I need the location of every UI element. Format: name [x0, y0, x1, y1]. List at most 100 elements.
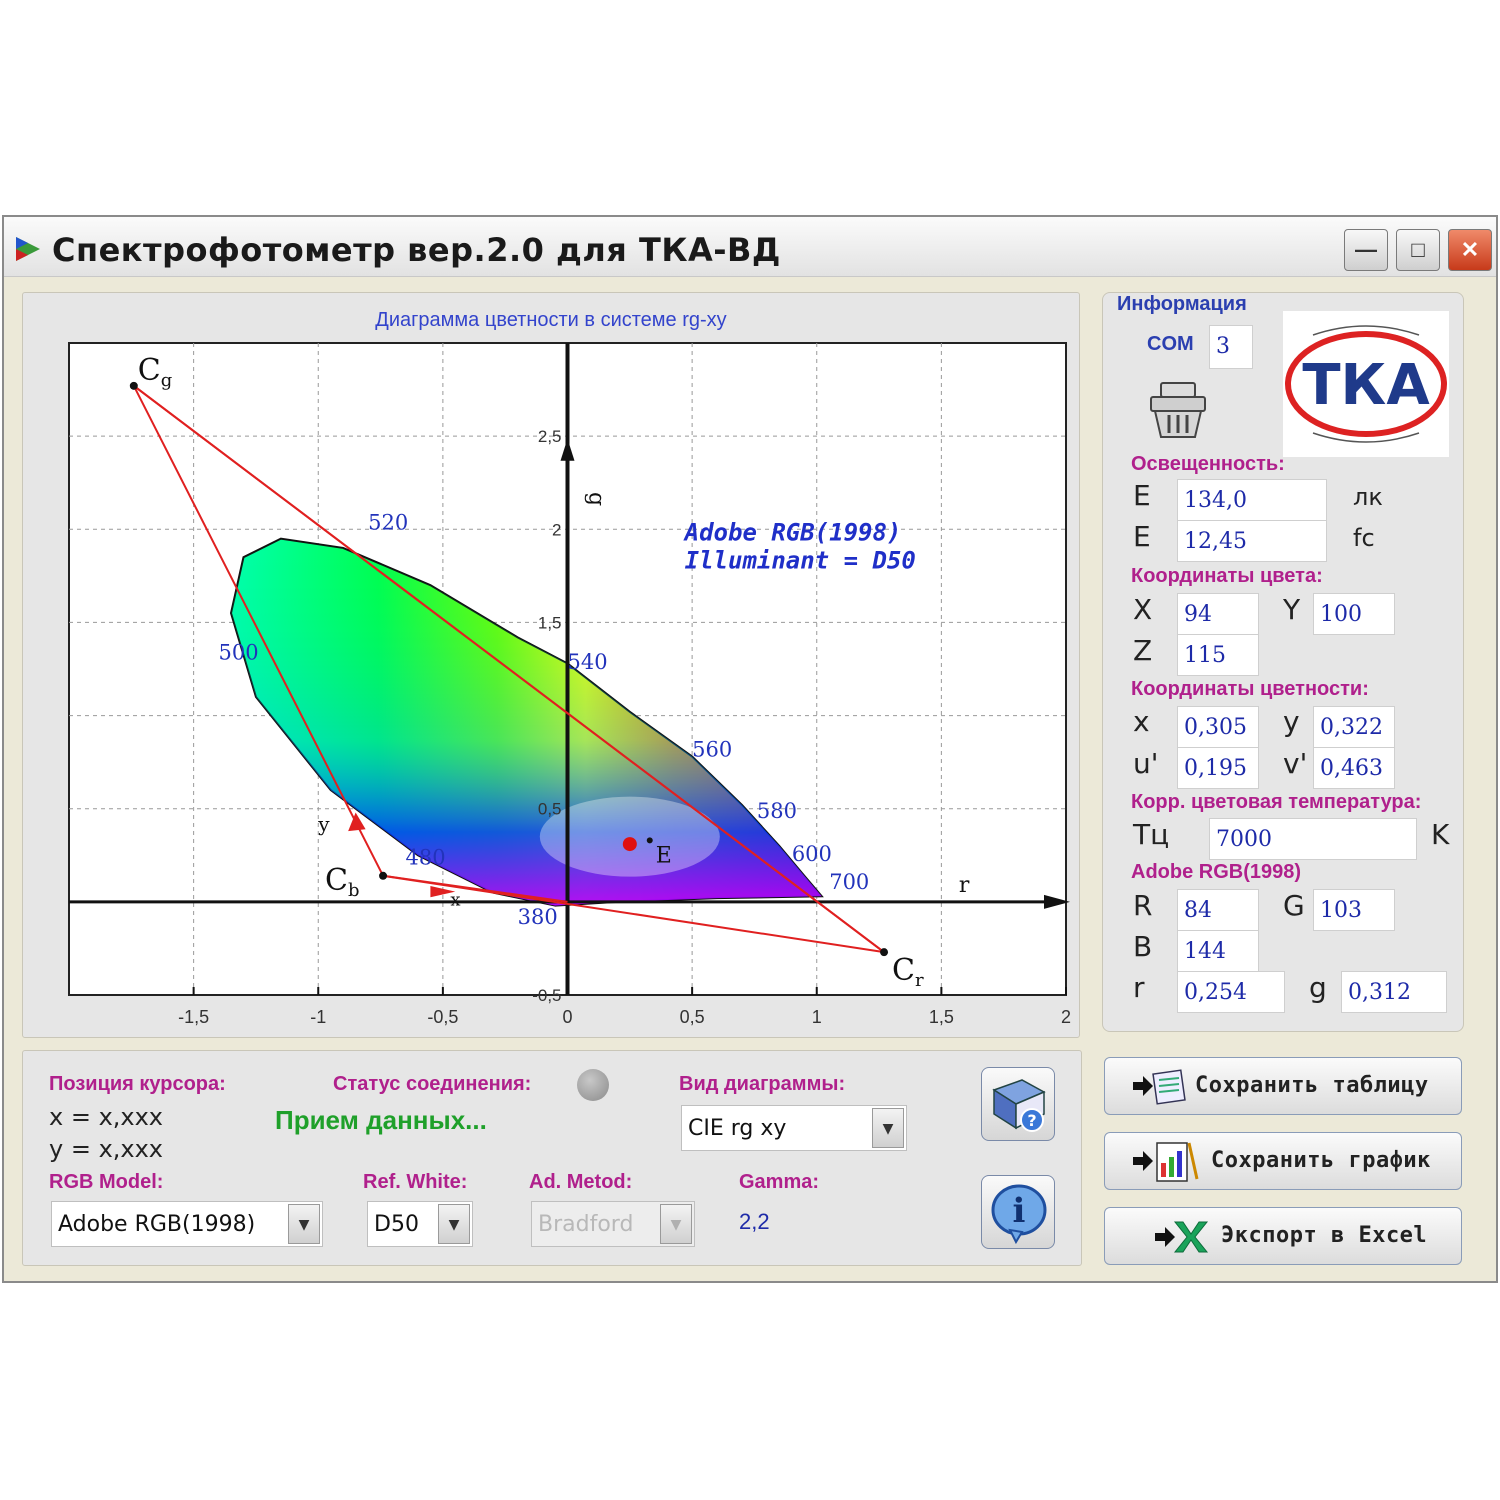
- help-book-button[interactable]: ?: [981, 1067, 1055, 1141]
- tc-label: Тц: [1133, 818, 1170, 851]
- primary-point: [379, 871, 388, 880]
- primary-label-Cr: Cr: [892, 953, 924, 991]
- excel-icon: [1155, 1221, 1209, 1253]
- cursor-y-readout: y = x,xxx: [49, 1135, 164, 1163]
- white-point-region: [539, 796, 720, 877]
- y-tick-label: 2: [552, 520, 561, 539]
- y-tick-label: 2,5: [538, 427, 562, 446]
- save-table-button[interactable]: Сохранить таблицу: [1104, 1057, 1462, 1115]
- chevron-down-icon[interactable]: ▼: [872, 1108, 904, 1148]
- svg-text:i: i: [1013, 1191, 1026, 1231]
- illuminance-lux-field[interactable]: 134,0: [1177, 479, 1327, 521]
- rgb-space-label: Adobe RGB(1998): [1131, 861, 1302, 883]
- x-field[interactable]: 0,305: [1177, 706, 1259, 748]
- cct-label: Корр. цветовая температура:: [1131, 791, 1422, 813]
- x-tick-label: 0,5: [680, 1007, 705, 1027]
- chevron-down-icon[interactable]: ▼: [660, 1204, 692, 1244]
- cursor-x-readout: x = x,xxx: [49, 1103, 164, 1131]
- x-tick-label: 1: [812, 1007, 822, 1027]
- wavelength-label: 580: [757, 799, 797, 823]
- B-field[interactable]: 144: [1177, 930, 1259, 972]
- save-table-icon: [1133, 1069, 1186, 1105]
- cct-field[interactable]: 7000: [1209, 818, 1417, 860]
- title-bar[interactable]: Спектрофотометр вер.2.0 для ТКА-ВД — □ ✕: [4, 217, 1496, 277]
- cursor-position-label: Позиция курсора:: [49, 1073, 226, 1095]
- chevron-down-icon[interactable]: ▼: [438, 1204, 470, 1244]
- wavelength-label: 600: [792, 842, 832, 866]
- r-field[interactable]: 0,254: [1177, 971, 1285, 1013]
- g-label: g: [1309, 971, 1327, 1004]
- v-field[interactable]: 0,463: [1313, 747, 1395, 789]
- com-label: COM: [1147, 333, 1194, 355]
- xy-y-label: y: [317, 812, 330, 836]
- X-label: X: [1133, 593, 1153, 626]
- illuminance-fc-field[interactable]: 12,45: [1177, 520, 1327, 562]
- u-label: u': [1133, 747, 1159, 780]
- info-heading: Информация: [1115, 293, 1249, 316]
- r-axis-arrow: [1044, 894, 1070, 909]
- maximize-button[interactable]: □: [1396, 229, 1440, 271]
- diagram-type-label: Вид диаграммы:: [679, 1073, 846, 1095]
- point-label-E: E: [656, 843, 672, 868]
- close-button[interactable]: ✕: [1448, 229, 1492, 271]
- save-graph-button[interactable]: Сохранить график: [1104, 1132, 1462, 1190]
- chart-title: Диаграмма цветности в системе rg-xy: [375, 309, 727, 331]
- chevron-down-icon[interactable]: ▼: [288, 1204, 320, 1244]
- rgb-model-select[interactable]: Adobe RGB(1998) ▼: [51, 1201, 323, 1247]
- y-label: y: [1283, 705, 1300, 738]
- y-field[interactable]: 0,322: [1313, 706, 1395, 748]
- minimize-button[interactable]: —: [1344, 229, 1388, 271]
- v-label: v': [1283, 747, 1308, 780]
- g-field[interactable]: 0,312: [1341, 971, 1447, 1013]
- wavelength-label: 560: [692, 738, 732, 762]
- status-text: Прием данных...: [275, 1105, 487, 1135]
- x-tick-label: -1: [310, 1007, 326, 1027]
- primary-label-Cb: Cb: [325, 863, 360, 901]
- diagram-type-select[interactable]: CIE rg xy ▼: [681, 1105, 907, 1151]
- wavelength-label: 380: [518, 905, 558, 929]
- Z-field[interactable]: 115: [1177, 634, 1259, 676]
- chart-annotation: Adobe RGB(1998): [683, 518, 902, 546]
- com-port-icon: [1150, 382, 1206, 438]
- ref-white-label: Ref. White:: [363, 1171, 468, 1193]
- Z-label: Z: [1133, 634, 1153, 667]
- wavelength-label: 480: [405, 846, 445, 870]
- chroma-label: Координаты цветности:: [1131, 678, 1369, 700]
- chromaticity-chart[interactable]: -1,5 -1 -0,5 0 0,5 1 1,5 22,521,50,5-0,5rgCgCbC…: [23, 293, 1081, 1039]
- B-label: B: [1133, 930, 1153, 963]
- info-panel: Информация COM 3 ТКА Освещенность: E 134…: [1102, 292, 1464, 1032]
- wavelength-label: 700: [829, 870, 869, 894]
- x-tick-label: -0,5: [427, 1007, 458, 1027]
- ad-method-label: Ad. Metod:: [529, 1171, 633, 1193]
- e1-label: E: [1133, 479, 1151, 512]
- u-field[interactable]: 0,195: [1177, 747, 1259, 789]
- wavelength-label: 500: [219, 641, 259, 665]
- export-excel-button[interactable]: Экспорт в Excel: [1104, 1207, 1462, 1265]
- Y-field[interactable]: 100: [1313, 593, 1395, 635]
- save-graph-icon: [1133, 1142, 1199, 1182]
- ref-white-select[interactable]: D50 ▼: [367, 1201, 473, 1247]
- gamma-label: Gamma:: [739, 1171, 820, 1193]
- G-field[interactable]: 103: [1313, 889, 1395, 931]
- ad-method-select[interactable]: Bradford ▼: [531, 1201, 695, 1247]
- x-tick-label: 2: [1061, 1007, 1071, 1027]
- window-title: Спектрофотометр вер.2.0 для ТКА-ВД: [52, 231, 781, 269]
- svg-text:ТКА: ТКА: [1302, 353, 1430, 418]
- com-field[interactable]: 3: [1209, 325, 1253, 369]
- kelvin-unit: K: [1431, 818, 1450, 851]
- R-field[interactable]: 84: [1177, 889, 1259, 931]
- primary-label-Cg: Cg: [138, 353, 173, 391]
- x-label: x: [1133, 705, 1150, 738]
- about-info-button[interactable]: i: [981, 1175, 1055, 1249]
- primary-point: [880, 948, 889, 957]
- X-field[interactable]: 94: [1177, 593, 1259, 635]
- equal-energy-point: [646, 837, 653, 844]
- fc-unit: fc: [1353, 524, 1375, 552]
- r-label: r: [1133, 971, 1145, 1004]
- y-tick-label: 1,5: [538, 613, 562, 632]
- y-tick-label: 0,5: [538, 800, 562, 819]
- Y-label: Y: [1283, 593, 1301, 626]
- xy-x-arrow: [430, 886, 456, 898]
- R-label: R: [1133, 889, 1153, 922]
- xy-x-axis: [382, 874, 568, 903]
